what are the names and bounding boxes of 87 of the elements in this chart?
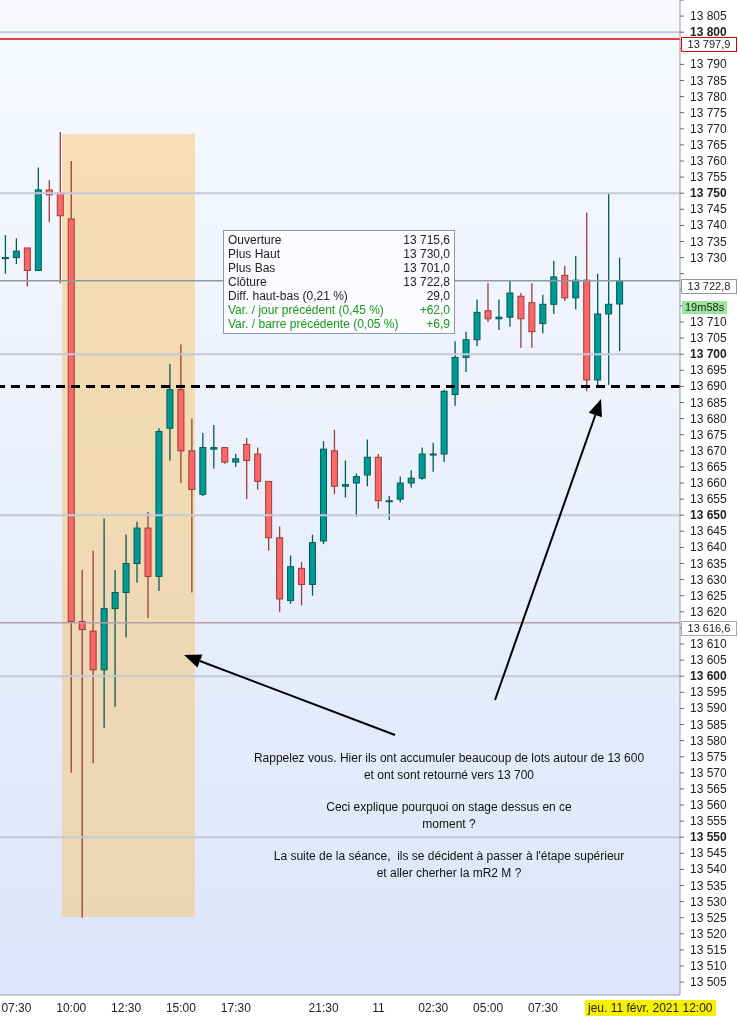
y-tick-label: 13 735	[690, 234, 728, 249]
y-tick-label: 13 550	[690, 830, 728, 845]
y-tick-label: 13 770	[690, 121, 728, 136]
y-tick-label: 13 595	[690, 685, 728, 700]
y-tick-label: 13 645	[690, 524, 728, 539]
y-tick-label: 13 685	[690, 395, 728, 410]
ref-line-label: 13 722,8	[681, 278, 737, 294]
y-tick-label: 13 580	[690, 733, 728, 748]
annotation: Ceci explique pourquoi on stage dessus en ce moment ?	[326, 800, 572, 831]
y-tick-label: 13 695	[690, 363, 728, 378]
y-tick-label: 13 765	[690, 137, 728, 152]
y-tick-label: 13 510	[690, 959, 728, 974]
annotation: La suite de la séance, ils se décident à passer à l'étape supérieur et aller cherher la mR2 M ?	[273, 849, 625, 880]
y-tick-label: 13 775	[690, 105, 728, 120]
y-tick-label: 13 600	[690, 669, 728, 684]
x-tick-label: 17:30	[220, 1000, 252, 1015]
y-tick-label: 13 610	[690, 637, 728, 652]
y-tick-label: 13 585	[690, 717, 728, 732]
y-tick-label: 13 520	[690, 926, 728, 941]
y-tick-label: 13 655	[690, 492, 728, 507]
x-tick-label: 10:00	[56, 1000, 87, 1015]
y-tick-label: 13 760	[690, 154, 728, 168]
y-tick-label: 13 745	[690, 202, 728, 217]
y-tick-label: 13 555	[690, 814, 728, 829]
x-tick-label: 05:00	[473, 1000, 504, 1015]
y-tick-label: 13 625	[690, 588, 728, 603]
y-tick-label: 13 805	[690, 9, 728, 24]
y-tick-label: 13 785	[690, 73, 728, 88]
annotation: Plus Bas	[228, 261, 276, 275]
x-tick-label: 21:30	[308, 1000, 339, 1015]
y-tick-label: 13 730	[690, 250, 728, 265]
y-tick-label: 13 750	[690, 186, 728, 201]
x-tick-label: 15:00	[165, 1000, 197, 1015]
y-tick-label: 13 705	[690, 331, 728, 346]
annotation: 13 715,6	[403, 233, 450, 247]
y-tick-label: 13 665	[690, 459, 728, 474]
x-tick-label: 12:30	[111, 1000, 142, 1015]
y-tick-label: 13 575	[690, 749, 728, 764]
y-tick-label: 13 560	[690, 798, 728, 813]
y-tick-label: 13 690	[690, 379, 728, 394]
y-tick-label: 13 710	[690, 315, 728, 330]
annotation: 13 701,0	[403, 261, 450, 275]
annotation: +62,0	[419, 303, 450, 317]
annotation: Diff. haut-bas (0,21 %)	[228, 289, 348, 303]
y-tick-label: 13 670	[690, 443, 728, 458]
annotation: 13 730,0	[403, 247, 450, 261]
y-tick-label: 13 590	[690, 701, 728, 716]
annotation: +6,9	[426, 317, 450, 331]
y-tick-label: 13 525	[690, 910, 728, 925]
y-tick-label: 13 675	[690, 427, 728, 442]
ref-line-label: 13 797,9	[681, 36, 737, 52]
annotation: Ouverture	[228, 233, 282, 247]
y-tick-label: 13 605	[690, 653, 728, 668]
y-tick-label: 13 515	[690, 942, 728, 957]
y-tick-label: 13 780	[690, 89, 728, 104]
annotation: Clôture	[228, 275, 267, 289]
y-tick-label: 13 660	[690, 476, 728, 491]
ref-line-label: 13 616,6	[681, 620, 737, 636]
y-tick-label: 13 635	[690, 556, 728, 571]
x-tick-label: 07:30	[1, 1000, 32, 1015]
annotation: Var. / jour précédent (0,45 %)	[228, 303, 384, 317]
text: 19m58s	[682, 301, 728, 314]
y-tick-label: 13 640	[690, 540, 728, 555]
y-tick-label: 13 740	[690, 218, 728, 233]
annotation: Var. / barre précédente (0,05 %)	[228, 317, 399, 331]
text: jeu. 11 févr. 2021 12:00	[585, 1000, 716, 1016]
x-tick-label: 02:30	[418, 1000, 449, 1015]
y-tick-label: 13 505	[690, 975, 728, 990]
y-tick-label: 13 540	[690, 862, 728, 877]
y-tick-label: 13 535	[690, 878, 728, 893]
x-tick-label: 11	[372, 1000, 385, 1015]
x-tick-label: 07:30	[527, 1000, 559, 1015]
annotation: Plus Haut	[228, 247, 281, 261]
y-tick-label: 13 545	[690, 846, 728, 861]
annotation: 13 722,8	[403, 275, 450, 289]
y-tick-label: 13 565	[690, 781, 728, 796]
y-tick-label: 13 630	[690, 572, 728, 587]
y-tick-label: 13 620	[690, 604, 728, 619]
y-tick-label: 13 680	[690, 411, 728, 426]
y-tick-label: 13 570	[690, 765, 728, 780]
y-tick-label: 13 530	[690, 894, 728, 909]
annotation: Rappelez vous. Hier ils ont accumuler beaucoup de lots autour de 13 600 et ont sont retourné vers 13 700	[253, 751, 645, 782]
y-tick-label: 13 755	[690, 170, 728, 185]
y-tick-label: 13 790	[690, 57, 728, 72]
y-tick-label: 13 650	[690, 508, 728, 523]
annotation: 29,0	[426, 289, 450, 303]
y-tick-label: 13 700	[690, 347, 728, 362]
